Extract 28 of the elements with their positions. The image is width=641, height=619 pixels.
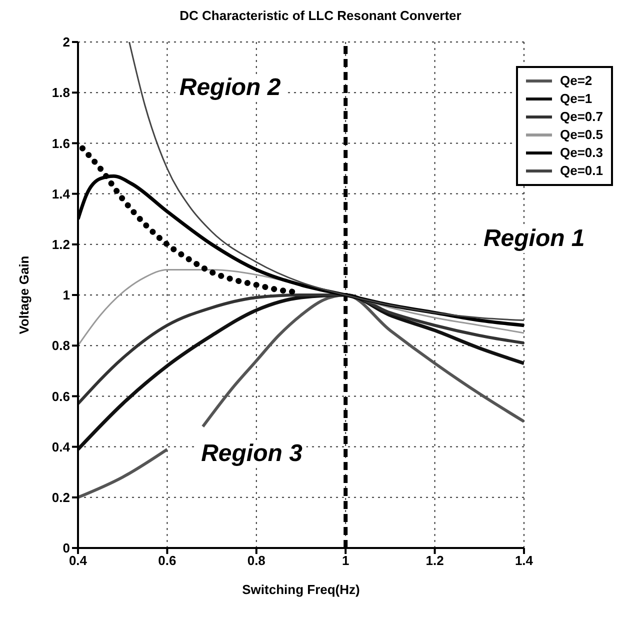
y-tick-label: 2 [62,34,70,50]
annotation: Region 1 [479,225,589,254]
x-tick-label: 0.8 [247,553,266,568]
annotation: Region 3 [197,440,306,468]
x-tick-label: 0.6 [158,553,176,568]
y-tick-label: 1.6 [52,136,70,151]
x-axis-title: Switching Freq(Hz) [242,582,360,597]
chart-title: DC Characteristic of LLC Resonant Converter [178,8,462,25]
x-tick-label: 1 [342,553,350,568]
x-tick-label: 1.2 [426,553,444,568]
legend-label: Qe=0.5 [560,126,603,144]
y-tick-label: 1 [62,288,70,303]
y-tick-label: 0.2 [52,490,70,506]
legend-label: Qe=0.3 [560,144,603,162]
y-tick-label: 0.6 [52,388,70,404]
y-tick-label: 0.8 [52,338,70,354]
legend-label: Qe=1 [560,90,592,108]
y-tick-label: 0 [62,540,70,556]
legend-label: Qe=0.1 [560,162,603,180]
legend-label: Qe=0.7 [560,108,603,126]
y-tick-label: 1.2 [52,237,70,252]
y-axis-title: Voltage Gain [16,256,32,334]
y-tick-label: 0.4 [52,439,71,454]
annotation: Region 2 [175,74,285,102]
legend-label: Qe=2 [560,72,592,90]
y-tick-label: 1.4 [52,186,71,202]
x-tick-label: 1.4 [514,553,534,568]
y-tick-label: 1.8 [52,85,70,100]
